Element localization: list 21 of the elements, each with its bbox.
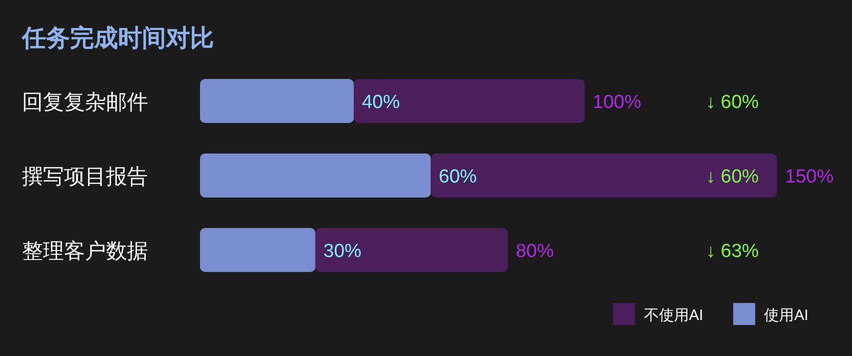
legend-label: 不使用AI <box>644 307 704 324</box>
total-label: 80% <box>516 241 554 262</box>
bar <box>200 79 354 123</box>
annotation: ↓ 63% <box>706 241 759 262</box>
annotation: ↓ 60% <box>706 166 759 188</box>
total-label: 100% <box>592 92 642 113</box>
bar <box>200 154 431 198</box>
y-tick-label: 撰写项目报告 <box>22 166 148 188</box>
chart-title: 任务完成时间对比 <box>21 24 214 52</box>
data-label: 40% <box>362 92 400 113</box>
annotation: ↓ 60% <box>706 92 759 113</box>
bar <box>430 154 777 198</box>
data-label: 60% <box>438 166 477 188</box>
bar <box>200 228 316 272</box>
y-tick-label: 回复复杂邮件 <box>22 91 148 114</box>
bar <box>315 228 508 272</box>
y-tick-label: 整理客户数据 <box>22 240 148 263</box>
total-label: 150% <box>785 166 834 188</box>
bar <box>354 79 585 123</box>
legend-label: 使用AI <box>764 307 808 324</box>
data-label: 30% <box>323 241 362 262</box>
